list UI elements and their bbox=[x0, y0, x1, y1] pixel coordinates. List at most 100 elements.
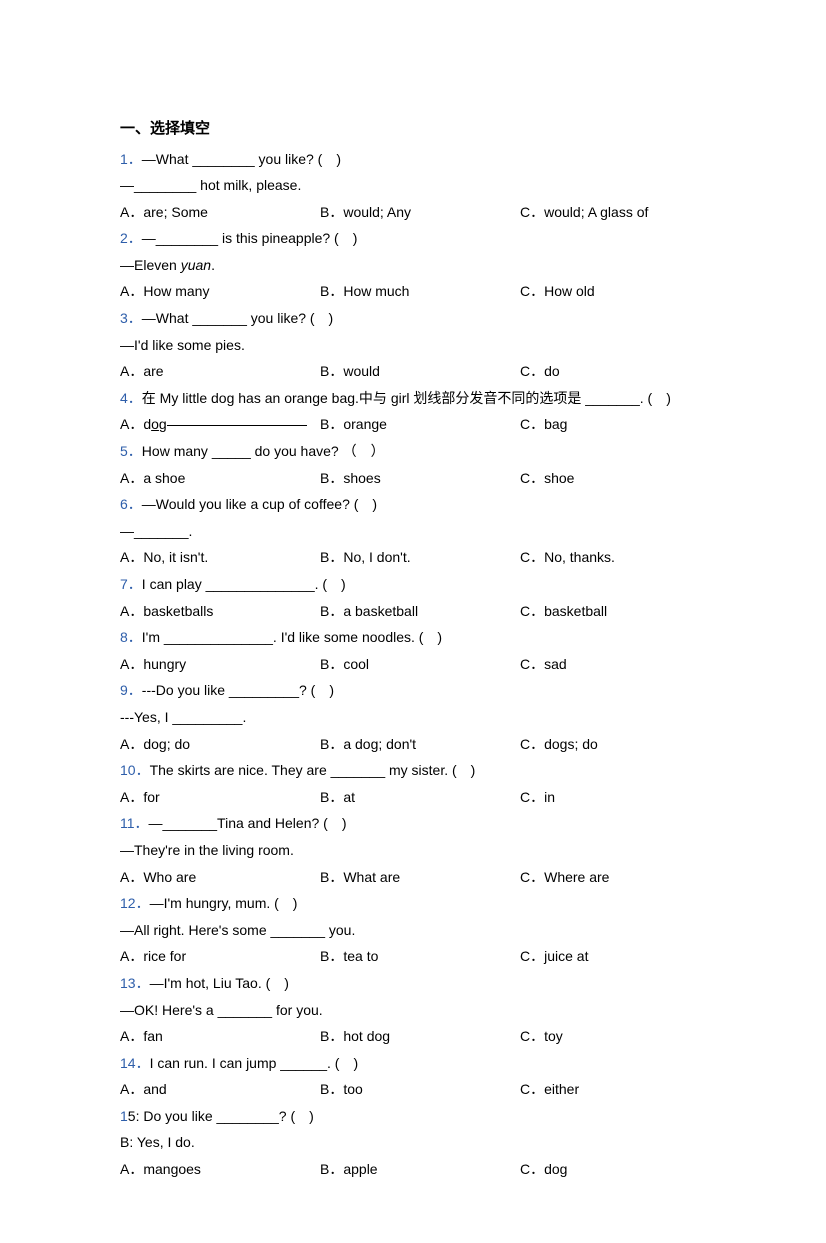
question-line: 8．I'm ______________. I'd like some nood… bbox=[120, 624, 706, 651]
options-row: A．How manyB．How muchC．How old bbox=[120, 278, 706, 305]
question-number: 7． bbox=[120, 576, 142, 592]
options-row: A．hungryB．coolC．sad bbox=[120, 651, 706, 678]
options-row: A．rice forB．tea toC．juice at bbox=[120, 943, 706, 970]
option-b[interactable]: B．shoes bbox=[320, 465, 520, 492]
question-text: —_______Tina and Helen? ( ) bbox=[149, 815, 347, 831]
option-a[interactable]: A．fan bbox=[120, 1023, 320, 1050]
question-line: 10．The skirts are nice. They are _______… bbox=[120, 757, 706, 784]
option-c[interactable]: C．would; A glass of bbox=[520, 199, 706, 226]
question-text: —I'm hot, Liu Tao. ( ) bbox=[150, 975, 289, 991]
question-text: How many _____ do you have? （ ） bbox=[142, 443, 385, 459]
option-a[interactable]: A．basketballs bbox=[120, 598, 320, 625]
question-line: 13．—I'm hot, Liu Tao. ( ) bbox=[120, 970, 706, 997]
option-b[interactable]: B．How much bbox=[320, 278, 520, 305]
option-b[interactable]: B．hot dog bbox=[320, 1023, 520, 1050]
option-c[interactable]: C．bag bbox=[520, 411, 706, 438]
question-text: 5: Do you like ________? ( ) bbox=[128, 1108, 314, 1124]
question-line: ---Yes, I _________. bbox=[120, 704, 706, 731]
option-c[interactable]: C．dog bbox=[520, 1156, 706, 1183]
option-c[interactable]: C．Where are bbox=[520, 864, 706, 891]
option-c[interactable]: C．in bbox=[520, 784, 706, 811]
option-a[interactable]: A．How many bbox=[120, 278, 320, 305]
option-a[interactable]: A．dog bbox=[120, 411, 320, 438]
option-c[interactable]: C．No, thanks. bbox=[520, 544, 706, 571]
question-line: 7．I can play ______________. ( ) bbox=[120, 571, 706, 598]
question-line: 15: Do you like ________? ( ) bbox=[120, 1103, 706, 1130]
option-a[interactable]: A．hungry bbox=[120, 651, 320, 678]
option-b[interactable]: B．apple bbox=[320, 1156, 520, 1183]
options-row: A．a shoeB．shoesC．shoe bbox=[120, 465, 706, 492]
question-line: —They're in the living room. bbox=[120, 837, 706, 864]
question-text: I can run. I can jump ______. ( ) bbox=[150, 1055, 359, 1071]
question-number: 12． bbox=[120, 895, 150, 911]
option-c[interactable]: C．sad bbox=[520, 651, 706, 678]
question-line: —Eleven yuan. bbox=[120, 252, 706, 279]
worksheet-page: 一、选择填空 1．—What ________ you like? ( )—__… bbox=[0, 0, 826, 1243]
question-line: 12．—I'm hungry, mum. ( ) bbox=[120, 890, 706, 917]
question-line: B: Yes, I do. bbox=[120, 1129, 706, 1156]
options-row: A．are; SomeB．would; AnyC．would; A glass … bbox=[120, 199, 706, 226]
options-row: A．basketballsB．a basketballC．basketball bbox=[120, 598, 706, 625]
question-text: I'm ______________. I'd like some noodle… bbox=[142, 629, 442, 645]
option-c[interactable]: C．toy bbox=[520, 1023, 706, 1050]
option-c[interactable]: C．either bbox=[520, 1076, 706, 1103]
option-a[interactable]: A．Who are bbox=[120, 864, 320, 891]
question-text: —Would you like a cup of coffee? ( ) bbox=[142, 496, 377, 512]
option-a[interactable]: A．for bbox=[120, 784, 320, 811]
options-row: A．andB．tooC．either bbox=[120, 1076, 706, 1103]
option-a[interactable]: A．dog; do bbox=[120, 731, 320, 758]
question-line: 4．在 My little dog has an orange bag.中与 g… bbox=[120, 385, 706, 412]
option-b[interactable]: B．would bbox=[320, 358, 520, 385]
option-b[interactable]: B．a basketball bbox=[320, 598, 520, 625]
option-b[interactable]: B．cool bbox=[320, 651, 520, 678]
option-b[interactable]: B．a dog; don't bbox=[320, 731, 520, 758]
option-a[interactable]: A．No, it isn't. bbox=[120, 544, 320, 571]
option-b[interactable]: B．at bbox=[320, 784, 520, 811]
question-number: 10． bbox=[120, 762, 150, 778]
option-c[interactable]: C．shoe bbox=[520, 465, 706, 492]
question-number: 13． bbox=[120, 975, 150, 991]
question-line: —I'd like some pies. bbox=[120, 332, 706, 359]
question-number: 1． bbox=[120, 151, 142, 167]
question-line: —All right. Here's some _______ you. bbox=[120, 917, 706, 944]
question-line: 3．—What _______ you like? ( ) bbox=[120, 305, 706, 332]
option-c[interactable]: C．do bbox=[520, 358, 706, 385]
option-a[interactable]: A．rice for bbox=[120, 943, 320, 970]
question-line: —________ hot milk, please. bbox=[120, 172, 706, 199]
option-b[interactable]: B．What are bbox=[320, 864, 520, 891]
option-c[interactable]: C．juice at bbox=[520, 943, 706, 970]
options-row: A．mangoesB．appleC．dog bbox=[120, 1156, 706, 1183]
options-row: A．Who areB．What areC．Where are bbox=[120, 864, 706, 891]
options-row: A．areB．wouldC．do bbox=[120, 358, 706, 385]
option-b[interactable]: B．orange bbox=[320, 411, 520, 438]
option-a[interactable]: A．are bbox=[120, 358, 320, 385]
question-line: 6．—Would you like a cup of coffee? ( ) bbox=[120, 491, 706, 518]
question-line: 2．—________ is this pineapple? ( ) bbox=[120, 225, 706, 252]
question-number: 9． bbox=[120, 682, 142, 698]
options-row: A．dogB．orangeC．bag bbox=[120, 411, 706, 438]
option-a[interactable]: A．mangoes bbox=[120, 1156, 320, 1183]
option-b[interactable]: B．too bbox=[320, 1076, 520, 1103]
question-number: 6． bbox=[120, 496, 142, 512]
question-text: —________ is this pineapple? ( ) bbox=[142, 230, 358, 246]
questions-container: 1．—What ________ you like? ( ) —________ … bbox=[120, 146, 706, 1183]
option-a[interactable]: A．and bbox=[120, 1076, 320, 1103]
option-c[interactable]: C．basketball bbox=[520, 598, 706, 625]
option-c[interactable]: C．dogs; do bbox=[520, 731, 706, 758]
question-text: —What ________ you like? ( ) bbox=[142, 151, 341, 167]
question-number: 2． bbox=[120, 230, 142, 246]
question-number: 14． bbox=[120, 1055, 150, 1071]
question-text: ---Do you like _________? ( ) bbox=[142, 682, 334, 698]
question-line: 9．---Do you like _________? ( ) bbox=[120, 677, 706, 704]
option-b[interactable]: B．No, I don't. bbox=[320, 544, 520, 571]
question-number: 4． bbox=[120, 390, 142, 406]
option-b[interactable]: B．tea to bbox=[320, 943, 520, 970]
options-row: A．forB．atC．in bbox=[120, 784, 706, 811]
question-number: 8． bbox=[120, 629, 142, 645]
option-a[interactable]: A．a shoe bbox=[120, 465, 320, 492]
option-a[interactable]: A．are; Some bbox=[120, 199, 320, 226]
option-c[interactable]: C．How old bbox=[520, 278, 706, 305]
option-b[interactable]: B．would; Any bbox=[320, 199, 520, 226]
question-number: 11． bbox=[120, 815, 149, 831]
question-number: 3． bbox=[120, 310, 142, 326]
